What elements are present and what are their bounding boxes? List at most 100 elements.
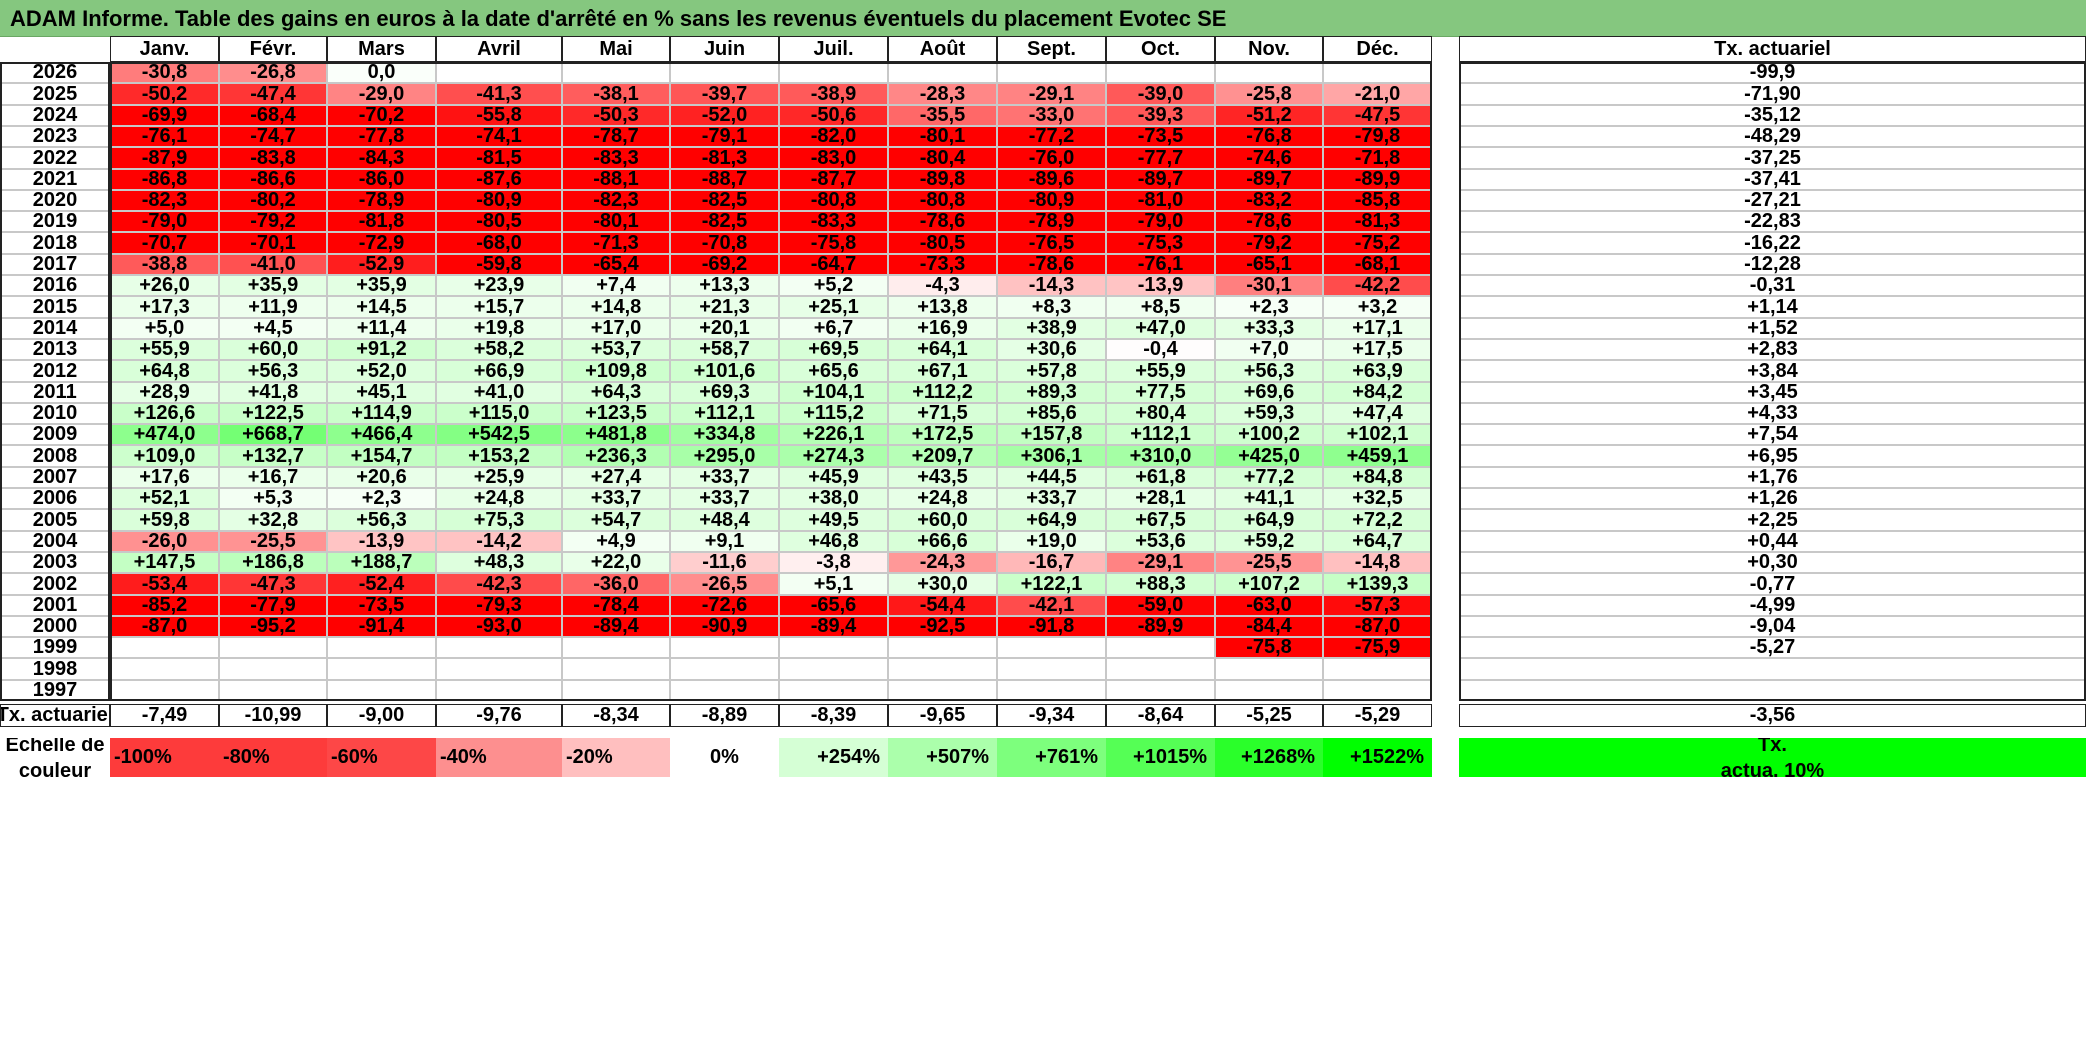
month-value-cell: -78,6 — [1215, 211, 1323, 232]
month-value-cell: +334,8 — [670, 424, 779, 445]
month-value-cell: -65,6 — [779, 595, 888, 616]
month-value-cell: +91,2 — [327, 339, 436, 360]
month-value-cell: -82,5 — [670, 211, 779, 232]
color-scale-swatch: +761% — [997, 738, 1106, 777]
month-value-cell: +64,3 — [562, 382, 670, 403]
month-value-cell: -70,1 — [219, 232, 327, 254]
month-value-cell: -0,4 — [1106, 339, 1215, 360]
footer-month-rate: -9,34 — [997, 704, 1106, 727]
month-header: Nov. — [1215, 36, 1323, 62]
month-value-cell: -68,1 — [1323, 254, 1432, 275]
month-value-cell: +100,2 — [1215, 424, 1323, 445]
month-value-cell: -26,8 — [219, 62, 327, 83]
month-value-cell: -50,6 — [779, 105, 888, 126]
month-value-cell — [1323, 680, 1432, 701]
year-label: 2024 — [0, 105, 110, 126]
month-value-cell: +75,3 — [436, 509, 562, 531]
month-value-cell: +17,0 — [562, 318, 670, 339]
month-value-cell: -81,5 — [436, 147, 562, 169]
month-value-cell: +45,9 — [779, 467, 888, 488]
year-label: 2020 — [0, 190, 110, 211]
annual-rate-cell: +1,52 — [1459, 318, 2086, 339]
color-scale-swatch: 0% — [670, 738, 779, 777]
year-label: 2025 — [0, 83, 110, 105]
month-value-cell: +9,1 — [670, 531, 779, 552]
month-header: Déc. — [1323, 36, 1432, 62]
month-value-cell: +20,6 — [327, 467, 436, 488]
month-value-cell: +542,5 — [436, 424, 562, 445]
month-value-cell — [1106, 658, 1215, 680]
month-value-cell: +153,2 — [436, 445, 562, 467]
month-value-cell: -89,4 — [779, 616, 888, 637]
month-value-cell: +112,2 — [888, 382, 997, 403]
month-value-cell: -47,5 — [1323, 105, 1432, 126]
month-value-cell: -54,4 — [888, 595, 997, 616]
month-value-cell: -52,0 — [670, 105, 779, 126]
month-value-cell — [779, 658, 888, 680]
month-value-cell: +122,5 — [219, 403, 327, 424]
month-value-cell: -70,7 — [110, 232, 219, 254]
month-value-cell — [327, 680, 436, 701]
month-value-cell: -90,9 — [670, 616, 779, 637]
month-value-cell: +101,6 — [670, 360, 779, 382]
month-value-cell — [1106, 637, 1215, 658]
month-value-cell: +66,6 — [888, 531, 997, 552]
month-value-cell: +43,5 — [888, 467, 997, 488]
month-value-cell — [997, 658, 1106, 680]
annual-rate-cell: -27,21 — [1459, 190, 2086, 211]
month-value-cell: -47,4 — [219, 83, 327, 105]
month-value-cell: -25,8 — [1215, 83, 1323, 105]
annual-rate-cell: +3,45 — [1459, 382, 2086, 403]
annual-rate-cell: +6,95 — [1459, 445, 2086, 467]
month-value-cell: -68,0 — [436, 232, 562, 254]
month-value-cell: +109,0 — [110, 445, 219, 467]
month-value-cell: -80,8 — [779, 190, 888, 211]
month-value-cell: +274,3 — [779, 445, 888, 467]
month-value-cell: -75,8 — [1215, 637, 1323, 658]
month-value-cell — [219, 637, 327, 658]
month-value-cell: +7,4 — [562, 275, 670, 296]
month-value-cell — [110, 680, 219, 701]
color-scale-swatch: -40% — [436, 738, 562, 777]
month-value-cell: +154,7 — [327, 445, 436, 467]
month-value-cell: +21,3 — [670, 296, 779, 318]
month-value-cell: +15,7 — [436, 296, 562, 318]
month-value-cell: +53,6 — [1106, 531, 1215, 552]
month-value-cell — [670, 62, 779, 83]
color-scale-swatch: +1522% — [1323, 738, 1432, 777]
month-value-cell: -78,4 — [562, 595, 670, 616]
footer-month-rate: -8,64 — [1106, 704, 1215, 727]
month-value-cell: -83,0 — [779, 147, 888, 169]
month-value-cell: +306,1 — [997, 445, 1106, 467]
month-value-cell: +147,5 — [110, 552, 219, 573]
month-value-cell: -71,3 — [562, 232, 670, 254]
month-value-cell: +188,7 — [327, 552, 436, 573]
month-value-cell: -77,9 — [219, 595, 327, 616]
month-value-cell: -42,2 — [1323, 275, 1432, 296]
month-value-cell: +3,2 — [1323, 296, 1432, 318]
month-value-cell — [997, 62, 1106, 83]
year-label: 2026 — [0, 62, 110, 83]
month-value-cell: -80,1 — [562, 211, 670, 232]
annual-rate-cell: -37,25 — [1459, 147, 2086, 169]
year-label: 2000 — [0, 616, 110, 637]
month-value-cell: -86,0 — [327, 169, 436, 190]
annual-rate-cell: -0,31 — [1459, 275, 2086, 296]
month-value-cell — [110, 637, 219, 658]
month-value-cell: -74,7 — [219, 126, 327, 147]
month-value-cell: +8,3 — [997, 296, 1106, 318]
annual-rate-cell: -35,12 — [1459, 105, 2086, 126]
month-value-cell — [779, 637, 888, 658]
month-value-cell — [888, 637, 997, 658]
month-value-cell: -39,0 — [1106, 83, 1215, 105]
month-value-cell: -76,8 — [1215, 126, 1323, 147]
annual-target-line1: Tx. — [1758, 738, 1787, 756]
month-value-cell: -84,4 — [1215, 616, 1323, 637]
year-label: 1997 — [0, 680, 110, 701]
month-value-cell: -80,4 — [888, 147, 997, 169]
month-value-cell: -76,0 — [997, 147, 1106, 169]
page-title: ADAM Informe. Table des gains en euros à… — [0, 0, 2086, 37]
annual-rate-cell: -12,28 — [1459, 254, 2086, 275]
month-value-cell: -39,7 — [670, 83, 779, 105]
month-value-cell: +57,8 — [997, 360, 1106, 382]
